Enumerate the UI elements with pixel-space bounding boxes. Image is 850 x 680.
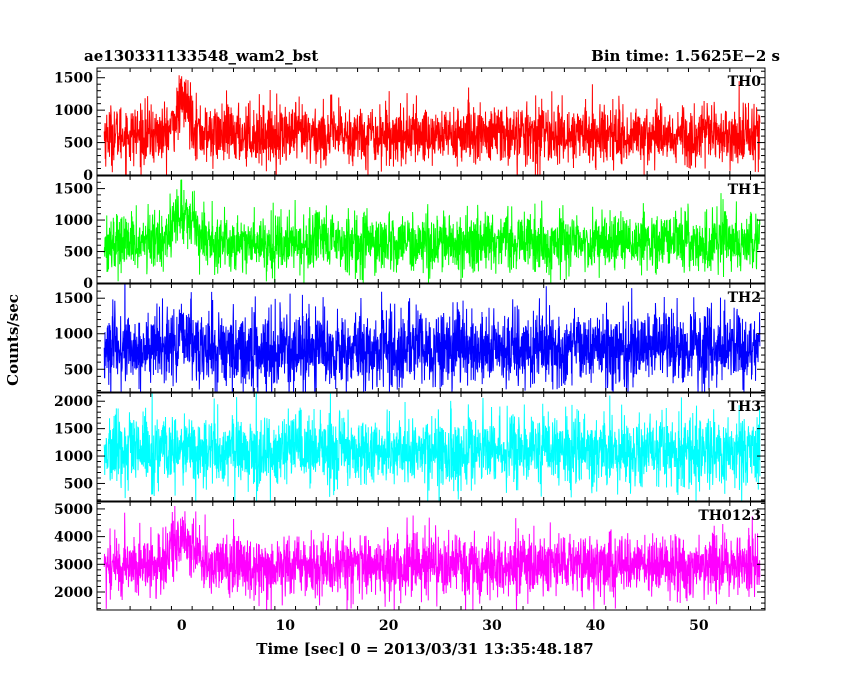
- chart-title: ae130331133548_wam2_bst: [84, 47, 318, 65]
- panel-frame-th0: [96, 67, 766, 176]
- panel-frame-th1: [96, 175, 766, 284]
- panel-label-th2: TH2: [728, 290, 761, 306]
- y-tick-label-th0: 500: [64, 136, 93, 152]
- y-tick-label-th1: 0: [83, 276, 93, 292]
- y-tick-label-th0123: 2000: [54, 585, 93, 601]
- y-tick-label-th0: 1500: [54, 71, 93, 87]
- y-tick-label-th1: 1500: [54, 182, 93, 198]
- series-layer: [103, 75, 761, 610]
- panel-frame-th2: [96, 283, 766, 393]
- y-tick-label-th0123: 3000: [54, 557, 93, 573]
- x-tick-label: 20: [379, 618, 399, 634]
- y-tick-label-th2: 1000: [54, 327, 93, 343]
- y-tick-label-th2: 1500: [54, 291, 93, 307]
- y-tick-label-th0123: 4000: [54, 530, 93, 546]
- y-axis-label: Counts/sec: [4, 294, 22, 386]
- panel-label-th1: TH1: [728, 182, 761, 198]
- x-tick-label: 0: [177, 618, 187, 634]
- y-tick-label-th3: 1500: [54, 422, 93, 438]
- series-line-th0123: [103, 505, 761, 610]
- y-tick-label-th0: 0: [83, 168, 93, 184]
- x-tick-label: 10: [275, 618, 295, 634]
- series-line-th1: [103, 179, 761, 283]
- x-tick-label: 30: [482, 618, 502, 634]
- y-tick-label-th2: 500: [64, 362, 93, 378]
- panel-label-th0123: TH0123: [698, 508, 761, 524]
- panel-frame-th3: [96, 392, 766, 502]
- y-tick-label-th0: 1000: [54, 103, 93, 119]
- panel-frame-th0123: [96, 501, 766, 611]
- y-tick-label-th1: 500: [64, 245, 93, 261]
- series-line-th2: [103, 284, 761, 392]
- x-axis-label: Time [sec] 0 = 2013/03/31 13:35:48.187: [256, 640, 593, 658]
- bin-time-label: Bin time: 1.5625E−2 s: [591, 47, 780, 65]
- x-tick-label: 40: [586, 618, 606, 634]
- y-tick-label-th1: 1000: [54, 213, 93, 229]
- panel-label-th0: TH0: [728, 74, 762, 90]
- series-line-th0: [103, 75, 761, 175]
- y-tick-label-th3: 1000: [54, 449, 93, 465]
- y-tick-label-th0123: 5000: [54, 502, 93, 518]
- y-tick-label-th3: 2000: [54, 394, 93, 410]
- x-tick-label: 50: [689, 618, 709, 634]
- panel-label-th3: TH3: [728, 399, 761, 415]
- series-line-th3: [103, 393, 761, 501]
- y-tick-label-th3: 500: [64, 476, 93, 492]
- label-layer: ae130331133548_wam2_bst Bin time: 1.5625…: [4, 47, 780, 658]
